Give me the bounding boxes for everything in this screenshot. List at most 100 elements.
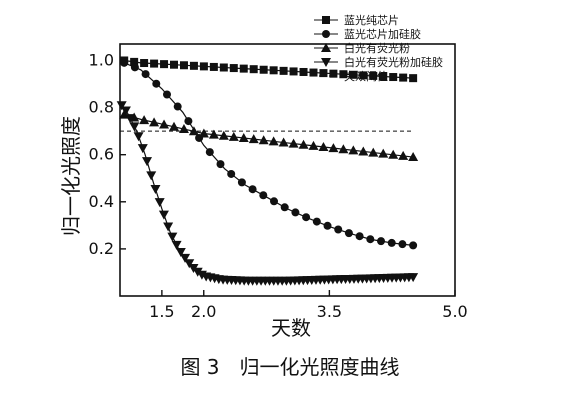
data-point bbox=[318, 141, 329, 151]
data-point bbox=[184, 259, 195, 269]
data-point bbox=[291, 208, 300, 217]
series-4 bbox=[116, 101, 419, 286]
legend-label: 蓝光纯芯片 bbox=[344, 13, 399, 27]
data-point bbox=[179, 61, 188, 70]
data-point bbox=[137, 144, 148, 154]
legend-item: 失效阈值 bbox=[314, 69, 388, 83]
legend-marker bbox=[321, 43, 331, 52]
data-point bbox=[399, 73, 408, 82]
data-point bbox=[398, 240, 407, 249]
data-point bbox=[379, 72, 388, 81]
data-point bbox=[408, 152, 419, 162]
data-point bbox=[140, 59, 149, 68]
data-point bbox=[329, 69, 338, 78]
data-point bbox=[398, 150, 409, 160]
data-point bbox=[298, 139, 309, 149]
data-point bbox=[409, 74, 418, 83]
data-point bbox=[269, 66, 278, 75]
data-point bbox=[388, 149, 399, 159]
legend-item: 蓝光纯芯片 bbox=[314, 13, 399, 27]
legend-marker bbox=[321, 58, 331, 67]
y-axis-label: 归一化光照度 bbox=[59, 116, 83, 236]
data-point bbox=[288, 138, 299, 148]
y-tick-label: 0.6 bbox=[89, 145, 114, 164]
data-point bbox=[239, 64, 248, 73]
data-point bbox=[378, 148, 389, 158]
data-point bbox=[198, 128, 209, 138]
data-point bbox=[349, 70, 358, 79]
data-point bbox=[229, 64, 238, 73]
data-point bbox=[150, 185, 161, 195]
data-point bbox=[238, 132, 249, 142]
data-point bbox=[146, 171, 157, 181]
data-point bbox=[184, 117, 193, 126]
data-point bbox=[368, 147, 379, 157]
legend-item: 白光有荧光粉加硅胶 bbox=[314, 55, 443, 69]
y-tick-label: 0.2 bbox=[89, 239, 114, 258]
data-point bbox=[208, 129, 219, 139]
data-point bbox=[120, 106, 131, 116]
data-point bbox=[150, 59, 159, 68]
legend-item: 白光有荧光粉 bbox=[314, 41, 410, 55]
figure-caption: 图 3 归一化光照度曲线 bbox=[180, 355, 399, 379]
data-point bbox=[359, 71, 368, 80]
data-point bbox=[218, 130, 229, 140]
data-point bbox=[116, 101, 127, 111]
x-axis-label: 天数 bbox=[271, 316, 311, 340]
data-point bbox=[216, 160, 225, 169]
data-point bbox=[180, 253, 191, 263]
data-point bbox=[339, 70, 348, 79]
legend-item: 蓝光芯片加硅胶 bbox=[314, 27, 421, 41]
data-point bbox=[299, 67, 308, 76]
data-point bbox=[389, 73, 398, 82]
data-point bbox=[189, 61, 198, 70]
data-point bbox=[171, 240, 182, 250]
data-point bbox=[175, 247, 186, 257]
data-point bbox=[162, 90, 171, 99]
data-point bbox=[219, 63, 228, 72]
legend-label: 蓝光芯片加硅胶 bbox=[344, 27, 421, 41]
x-tick-label: 3.5 bbox=[317, 302, 342, 321]
data-point bbox=[227, 169, 236, 178]
data-point bbox=[308, 140, 319, 150]
data-point bbox=[130, 63, 139, 72]
series-2 bbox=[120, 58, 418, 250]
legend-label: 白光有荧光粉 bbox=[344, 41, 410, 55]
data-point bbox=[142, 157, 153, 167]
data-point bbox=[141, 70, 150, 79]
data-point bbox=[248, 185, 257, 194]
data-point bbox=[152, 79, 161, 88]
data-point bbox=[199, 62, 208, 71]
legend-label: 白光有荧光粉加硅胶 bbox=[344, 55, 443, 69]
data-point bbox=[130, 57, 139, 66]
data-point bbox=[259, 65, 268, 74]
data-point bbox=[302, 213, 311, 222]
data-point bbox=[408, 273, 419, 283]
y-tick-label: 0.8 bbox=[89, 98, 114, 117]
data-point bbox=[169, 121, 180, 131]
data-point bbox=[377, 237, 386, 246]
y-tick-label: 1.0 bbox=[89, 50, 114, 69]
data-point bbox=[125, 114, 136, 124]
data-point bbox=[279, 66, 288, 75]
data-point bbox=[163, 222, 174, 232]
data-point bbox=[149, 117, 160, 127]
data-point bbox=[268, 136, 279, 146]
data-point bbox=[209, 62, 218, 71]
data-point bbox=[278, 137, 289, 147]
data-point bbox=[158, 210, 169, 220]
data-point bbox=[205, 148, 214, 157]
data-point bbox=[159, 119, 170, 129]
data-point bbox=[358, 146, 369, 156]
data-point bbox=[248, 134, 259, 144]
data-point bbox=[237, 178, 246, 187]
data-point bbox=[387, 238, 396, 247]
series-line bbox=[124, 114, 414, 158]
data-point bbox=[170, 60, 179, 69]
data-point bbox=[344, 229, 353, 238]
y-tick-label: 0.4 bbox=[89, 192, 114, 211]
data-point bbox=[323, 221, 332, 230]
data-point bbox=[258, 135, 269, 145]
